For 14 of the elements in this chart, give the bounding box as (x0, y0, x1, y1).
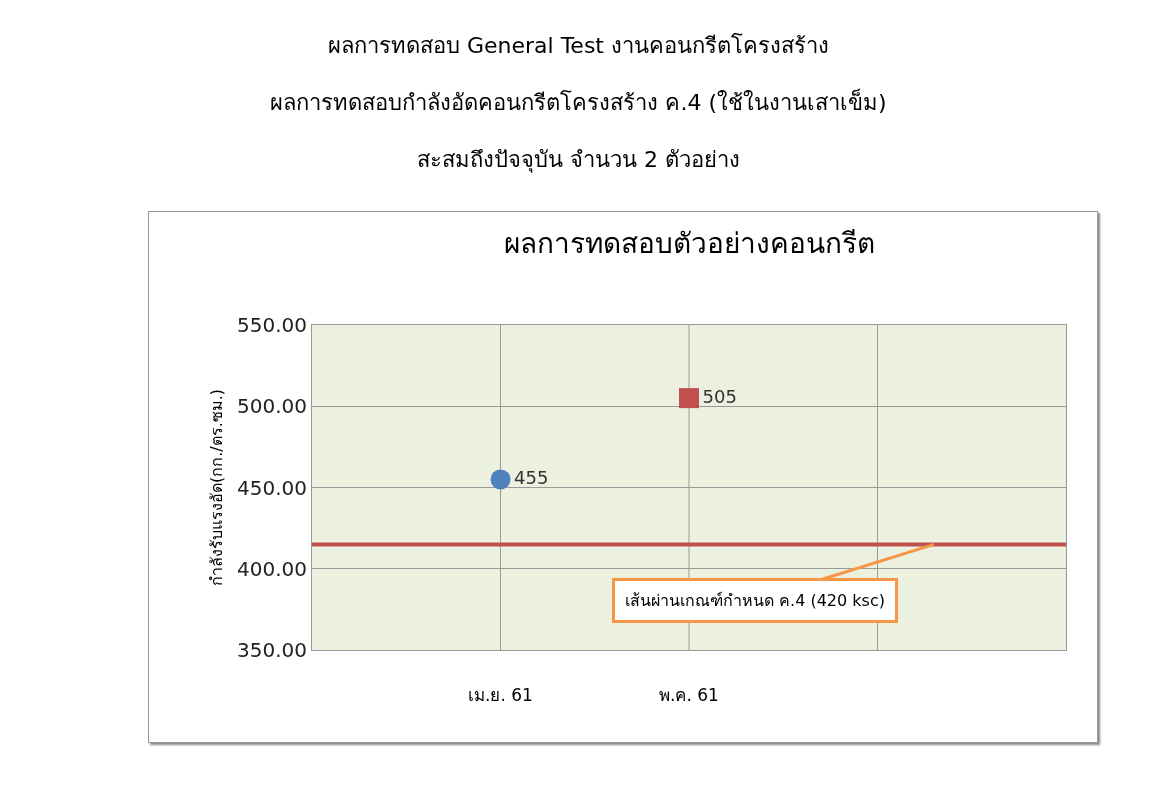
x-tick-label: พ.ค. 61 (659, 685, 719, 706)
y-tick-label: 550.00 (237, 313, 307, 337)
data-label: 455 (514, 466, 549, 488)
x-tick-label: เม.ย. 61 (468, 685, 533, 706)
y-tick-label: 450.00 (237, 475, 307, 500)
ref-line-label: เส้นผ่านเกณฑ์กำหนด ค.4 (420 ksc) (625, 591, 885, 610)
chart-title: ผลการทดสอบ General Test งานคอนกรีตโครงสร้าง (327, 32, 830, 60)
y-tick-label: 400.00 (237, 556, 307, 581)
y-tick-label: 500.00 (237, 394, 307, 419)
data-label: 505 (702, 385, 737, 407)
y-tick-label: 350.00 (237, 638, 307, 662)
text: ผลการทดสอบตัวอย่างคอนกรีต (504, 227, 875, 260)
text: ผลการทดสอบกำลังอัดคอนกรีตโครงสร้าง ค.4 (ใช้ในงานเสาเข็ม) สะสมถึงปัจจุบัน จำนวน 2 ตัวอย่าง (270, 90, 887, 172)
y-axis-title: กำลังรับแรงอัด(กก./ตร.ซม.) (206, 388, 226, 587)
